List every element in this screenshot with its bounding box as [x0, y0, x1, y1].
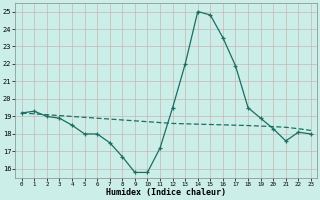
- X-axis label: Humidex (Indice chaleur): Humidex (Indice chaleur): [106, 188, 226, 197]
